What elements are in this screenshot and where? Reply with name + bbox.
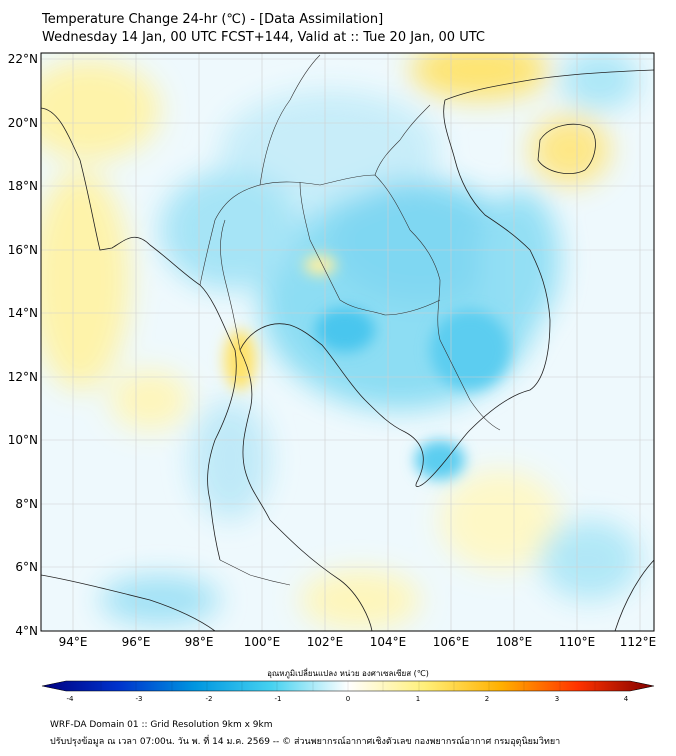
lon-label-102e: 102°E (307, 635, 344, 649)
lon-label-108e: 108°E (496, 635, 533, 649)
lon-label-110e: 110°E (559, 635, 596, 649)
colorbar-tick-3: 3 (555, 695, 559, 703)
colorbar-tick-m4: -4 (67, 695, 75, 703)
colorbar-tick-m1: -1 (275, 695, 282, 703)
lon-label-104e: 104°E (370, 635, 407, 649)
lat-label-8n: 8°N (15, 497, 38, 511)
lon-label-112e: 112°E (620, 635, 657, 649)
lat-label-16n: 16°N (8, 243, 38, 257)
coastlines (41, 69, 654, 631)
lat-label-22n: 22°N (8, 52, 38, 66)
latitude-labels: 22°N 20°N 18°N 16°N 14°N 12°N 10°N 8°N 6… (8, 52, 38, 638)
lat-label-4n: 4°N (15, 624, 38, 638)
lon-label-106e: 106°E (433, 635, 470, 649)
map-frame (40, 52, 655, 632)
lat-label-20n: 20°N (8, 116, 38, 130)
colorbar-tick-0: 0 (346, 695, 350, 703)
lat-label-14n: 14°N (8, 306, 38, 320)
colorbar-ticks: -4 -3 -2 -1 0 1 2 3 4 (67, 695, 629, 703)
colorbar-tick-1: 1 (416, 695, 420, 703)
lat-label-6n: 6°N (15, 560, 38, 574)
colorbar-tick-m3: -3 (136, 695, 143, 703)
lon-label-100e: 100°E (244, 635, 281, 649)
colorbar-title: อุณหภูมิเปลี่ยนแปลง หน่วย องศาเซลเซียส (… (267, 667, 429, 679)
lon-label-98e: 98°E (185, 635, 214, 649)
lat-label-18n: 18°N (8, 179, 38, 193)
lat-label-10n: 10°N (8, 433, 38, 447)
map-title: Temperature Change 24-hr (℃) - [Data Ass… (42, 12, 384, 27)
colorbar (41, 680, 655, 692)
temperature-field (41, 53, 654, 631)
borders (199, 54, 501, 586)
lon-label-94e: 94°E (59, 635, 88, 649)
colorbar-tick-2: 2 (485, 695, 489, 703)
model-info: WRF-DA Domain 01 :: Grid Resolution 9km … (50, 720, 273, 730)
graticule (41, 53, 654, 631)
longitude-labels: 94°E 96°E 98°E 100°E 102°E 104°E 106°E 1… (59, 635, 657, 649)
colorbar-segments (100, 681, 596, 691)
lat-label-12n: 12°N (8, 370, 38, 384)
map-subtitle: Wednesday 14 Jan, 00 UTC FCST+144, Valid… (42, 30, 485, 45)
lon-label-96e: 96°E (122, 635, 151, 649)
colorbar-tick-m2: -2 (206, 695, 213, 703)
credit-line: ปรับปรุงข้อมูล ณ เวลา 07:00น. วัน พ. ที่… (50, 737, 561, 747)
colorbar-tick-4: 4 (624, 695, 629, 703)
